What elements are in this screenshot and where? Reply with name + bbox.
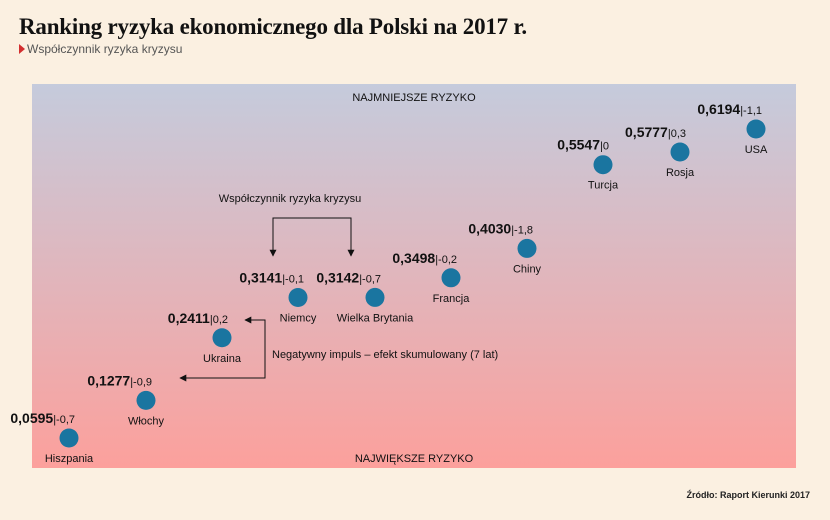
country-label-hiszpania: Hiszpania bbox=[45, 453, 94, 465]
plot-area bbox=[32, 84, 796, 468]
country-label-francja: Francja bbox=[433, 293, 471, 305]
data-points: 0,0595|-0,7 Hiszpania 0,1277|-0,9 Włochy 0,2… bbox=[10, 101, 768, 465]
point-niemcy bbox=[288, 287, 308, 307]
country-label-ukraina: Ukraina bbox=[203, 353, 242, 365]
triangle-marker-icon bbox=[19, 44, 25, 54]
country-label-usa: USA bbox=[745, 144, 768, 156]
point-usa bbox=[746, 119, 766, 139]
country-label-chiny: Chiny bbox=[513, 263, 542, 275]
value-label-w-ochy: 0,1277|-0,9 bbox=[87, 372, 152, 388]
value-label-rosja: 0,5777|0,3 bbox=[625, 124, 686, 140]
coefficient-annotation: Współczynnik ryzyka kryzysu bbox=[219, 193, 361, 205]
chart-title: Ranking ryzyka ekonomicznego dla Polski … bbox=[19, 14, 527, 39]
value-label-turcja: 0,5547|0 bbox=[557, 137, 609, 153]
point-w-ochy bbox=[136, 390, 156, 410]
value-label-niemcy: 0,3141|-0,1 bbox=[239, 269, 304, 285]
point-chiny bbox=[517, 238, 537, 258]
impulse-annotation: Negatywny impuls – efekt skumulowany (7 … bbox=[272, 349, 498, 361]
point-hiszpania bbox=[59, 428, 79, 448]
source-note: Źródło: Raport Kierunki 2017 bbox=[686, 490, 810, 500]
top-risk-label: NAJMNIEJSZE RYZYKO bbox=[352, 92, 476, 104]
value-label-wielka-brytania: 0,3142|-0,7 bbox=[316, 269, 381, 285]
value-label-usa: 0,6194|-1,1 bbox=[697, 101, 762, 117]
coefficient-bracket-arrows bbox=[269, 217, 355, 257]
value-label-hiszpania: 0,0595|-0,7 bbox=[10, 410, 75, 426]
point-francja bbox=[441, 268, 461, 288]
point-wielka-brytania bbox=[365, 287, 385, 307]
country-label-wielka-brytania: Wielka Brytania bbox=[337, 312, 414, 324]
country-label-rosja: Rosja bbox=[666, 167, 695, 179]
country-label-w-ochy: Włochy bbox=[128, 415, 165, 427]
value-label-francja: 0,3498|-0,2 bbox=[392, 250, 457, 266]
chart-subtitle: Współczynnik ryzyka kryzysu bbox=[19, 42, 182, 56]
point-turcja bbox=[593, 155, 613, 175]
impulse-bracket-arrows bbox=[179, 316, 266, 382]
point-ukraina bbox=[212, 328, 232, 348]
country-label-niemcy: Niemcy bbox=[280, 312, 317, 324]
value-label-chiny: 0,4030|-1,8 bbox=[468, 220, 533, 236]
bottom-risk-label: NAJWIĘKSZE RYZYKO bbox=[355, 453, 474, 465]
value-label-ukraina: 0,2411|0,2 bbox=[168, 310, 228, 326]
chart-subtitle-text: Współczynnik ryzyka kryzysu bbox=[27, 42, 183, 56]
point-rosja bbox=[670, 142, 690, 162]
country-label-turcja: Turcja bbox=[588, 180, 619, 192]
